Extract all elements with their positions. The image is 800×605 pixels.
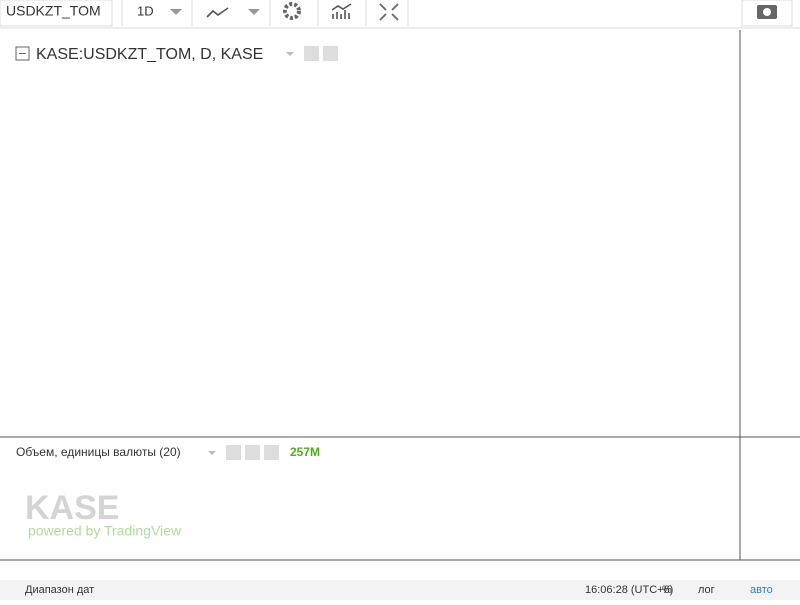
status-bar [0,580,800,600]
chart-title: KASE:USDKZT_TOM, D, KASE [36,46,263,63]
indicators-icon[interactable] [331,3,352,19]
visibility-button[interactable] [226,445,241,460]
volume-title: Объем, единицы валюты (20) [16,445,181,459]
watermark-logo: KASE [25,489,119,527]
toolbar [0,0,800,28]
close-button[interactable] [264,445,279,460]
visibility-button[interactable] [304,46,319,61]
volume-legend-value: 257M [290,445,320,459]
fullscreen-icon[interactable] [379,3,399,21]
symbol-box[interactable] [0,0,113,27]
settings-button[interactable] [323,46,338,61]
clock: 16:06:28 (UTC+6) [585,584,673,596]
dropdown-caret[interactable] [208,451,216,455]
dropdown-caret[interactable] [248,9,260,15]
date-range[interactable]: Диапазон дат [25,584,94,596]
chart-style-icon[interactable] [206,7,229,18]
auto-toggle[interactable]: авто [750,584,773,596]
percent-toggle[interactable]: % [662,584,672,596]
interval[interactable]: 1D [137,3,154,18]
watermark-tagline: powered by TradingView [28,523,182,539]
log-toggle[interactable]: лог [698,584,715,596]
settings-icon[interactable] [283,2,301,20]
dropdown-caret[interactable] [286,52,294,56]
dropdown-caret[interactable] [170,9,182,15]
settings-button[interactable] [245,445,260,460]
camera-lens [763,8,771,16]
collapse-icon[interactable] [15,46,30,61]
symbol[interactable]: USDKZT_TOM [6,3,101,19]
